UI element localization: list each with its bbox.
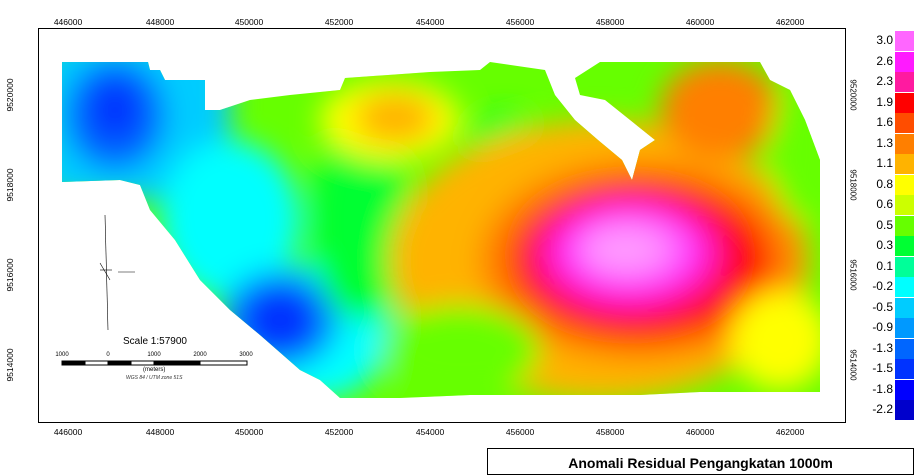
scale-label: 3000 xyxy=(239,352,253,358)
legend-entry: 0.3 xyxy=(865,236,914,256)
scale-label: 2000 xyxy=(193,352,207,358)
x-tick-top: 456000 xyxy=(505,17,535,27)
x-tick-bottom: 450000 xyxy=(234,427,264,437)
legend-label: -2.2 xyxy=(872,402,893,416)
legend-entry: 2.6 xyxy=(865,51,914,72)
north-arrow-icon xyxy=(99,214,135,331)
legend-label: -1.5 xyxy=(872,361,893,375)
x-tick-top: 462000 xyxy=(775,17,805,27)
color-legend: 3.0 2.6 2.3 1.9 1.6 1.3 1.1 0.8 0.6 0.5 0.3 0.1 -0.2… xyxy=(865,31,914,441)
legend-entry: -2.2 xyxy=(865,400,914,420)
legend-swatch xyxy=(895,338,914,359)
y-tick-left: 9516000 xyxy=(5,258,15,292)
legend-entry: 2.3 xyxy=(865,72,914,92)
legend-label: 3.0 xyxy=(876,33,893,47)
x-tick-bottom: 462000 xyxy=(775,427,805,437)
legend-swatch xyxy=(895,215,914,236)
x-tick-bottom: 446000 xyxy=(53,427,83,437)
x-tick-top: 446000 xyxy=(53,17,83,27)
x-tick-top: 452000 xyxy=(324,17,354,27)
x-tick-top: 454000 xyxy=(415,17,445,27)
legend-entry: 3.0 xyxy=(865,31,914,51)
y-tick-left: 9518000 xyxy=(5,168,15,202)
scale-label: 0 xyxy=(106,352,110,358)
legend-label: -0.9 xyxy=(872,320,893,334)
legend-entry: -0.5 xyxy=(865,297,914,318)
x-tick-bottom: 456000 xyxy=(505,427,535,437)
x-tick-bottom: 454000 xyxy=(415,427,445,437)
y-tick-left: 9520000 xyxy=(5,78,15,112)
legend-entry: 0.6 xyxy=(865,195,914,215)
legend-swatch xyxy=(895,359,914,379)
legend-label: 0.6 xyxy=(876,197,893,211)
legend-swatch xyxy=(895,195,914,215)
legend-swatch xyxy=(895,51,914,72)
legend-entry: -0.2 xyxy=(865,277,914,297)
legend-label: 0.5 xyxy=(876,217,893,232)
y-tick-left: 9514000 xyxy=(5,348,15,382)
y-tick-right: 9518000 xyxy=(848,169,858,201)
x-tick-bottom: 452000 xyxy=(324,427,354,437)
legend-label: 0.3 xyxy=(876,238,893,252)
legend-label: -0.5 xyxy=(872,299,893,314)
legend-swatch xyxy=(895,174,914,195)
legend-entry: 0.5 xyxy=(865,215,914,236)
legend-entry: -0.9 xyxy=(865,318,914,338)
legend-label: 2.6 xyxy=(876,53,893,68)
legend-label: 1.1 xyxy=(876,156,893,170)
legend-entry: 1.9 xyxy=(865,92,914,113)
legend-entry: 1.1 xyxy=(865,154,914,174)
legend-label: 1.6 xyxy=(876,115,893,129)
scale-projection: WGS 84 / UTM zone 51S xyxy=(126,375,183,381)
legend-label: 1.9 xyxy=(876,94,893,109)
legend-entry: -1.5 xyxy=(865,359,914,379)
y-tick-right: 9514000 xyxy=(848,349,858,381)
legend-swatch xyxy=(895,154,914,174)
legend-entry: -1.8 xyxy=(865,379,914,400)
x-tick-bottom: 448000 xyxy=(145,427,175,437)
legend-entry: -1.3 xyxy=(865,338,914,359)
legend-swatch xyxy=(895,236,914,256)
legend-swatch xyxy=(895,72,914,92)
legend-label: 0.1 xyxy=(876,258,893,273)
scale-label: 1000 xyxy=(147,352,161,358)
y-tick-right: 9520000 xyxy=(848,79,858,111)
legend-swatch xyxy=(895,297,914,318)
legend-entry: 1.6 xyxy=(865,113,914,133)
legend-label: -1.3 xyxy=(872,340,893,355)
legend-entry: 0.1 xyxy=(865,256,914,277)
legend-swatch xyxy=(895,92,914,113)
x-tick-top: 460000 xyxy=(685,17,715,27)
legend-label: 1.3 xyxy=(876,135,893,150)
scale-label: 1000 xyxy=(55,352,69,358)
legend-swatch xyxy=(895,318,914,338)
legend-entry: 0.8 xyxy=(865,174,914,195)
legend-swatch xyxy=(895,256,914,277)
x-tick-bottom: 460000 xyxy=(685,427,715,437)
x-tick-top: 448000 xyxy=(145,17,175,27)
legend-label: 2.3 xyxy=(876,74,893,88)
legend-label: -1.8 xyxy=(872,381,893,396)
map-title: Anomali Residual Pengangkatan 1000m xyxy=(568,455,833,471)
x-tick-top: 458000 xyxy=(595,17,625,27)
legend-swatch xyxy=(895,31,914,51)
legend-swatch xyxy=(895,133,914,154)
legend-label: 0.8 xyxy=(876,176,893,191)
legend-swatch xyxy=(895,379,914,400)
scale-unit: (meters) xyxy=(143,367,166,373)
x-tick-bottom: 458000 xyxy=(595,427,625,437)
map-frame xyxy=(38,28,846,423)
x-tick-top: 450000 xyxy=(234,17,264,27)
legend-swatch xyxy=(895,400,914,420)
y-tick-right: 9516000 xyxy=(848,259,858,291)
legend-swatch xyxy=(895,113,914,133)
title-box: Anomali Residual Pengangkatan 1000m xyxy=(487,448,914,475)
legend-swatch xyxy=(895,277,914,297)
scale-title: Scale 1:57900 xyxy=(123,336,187,347)
legend-entry: 1.3 xyxy=(865,133,914,154)
scale-bar xyxy=(61,360,248,366)
legend-label: -0.2 xyxy=(872,279,893,293)
